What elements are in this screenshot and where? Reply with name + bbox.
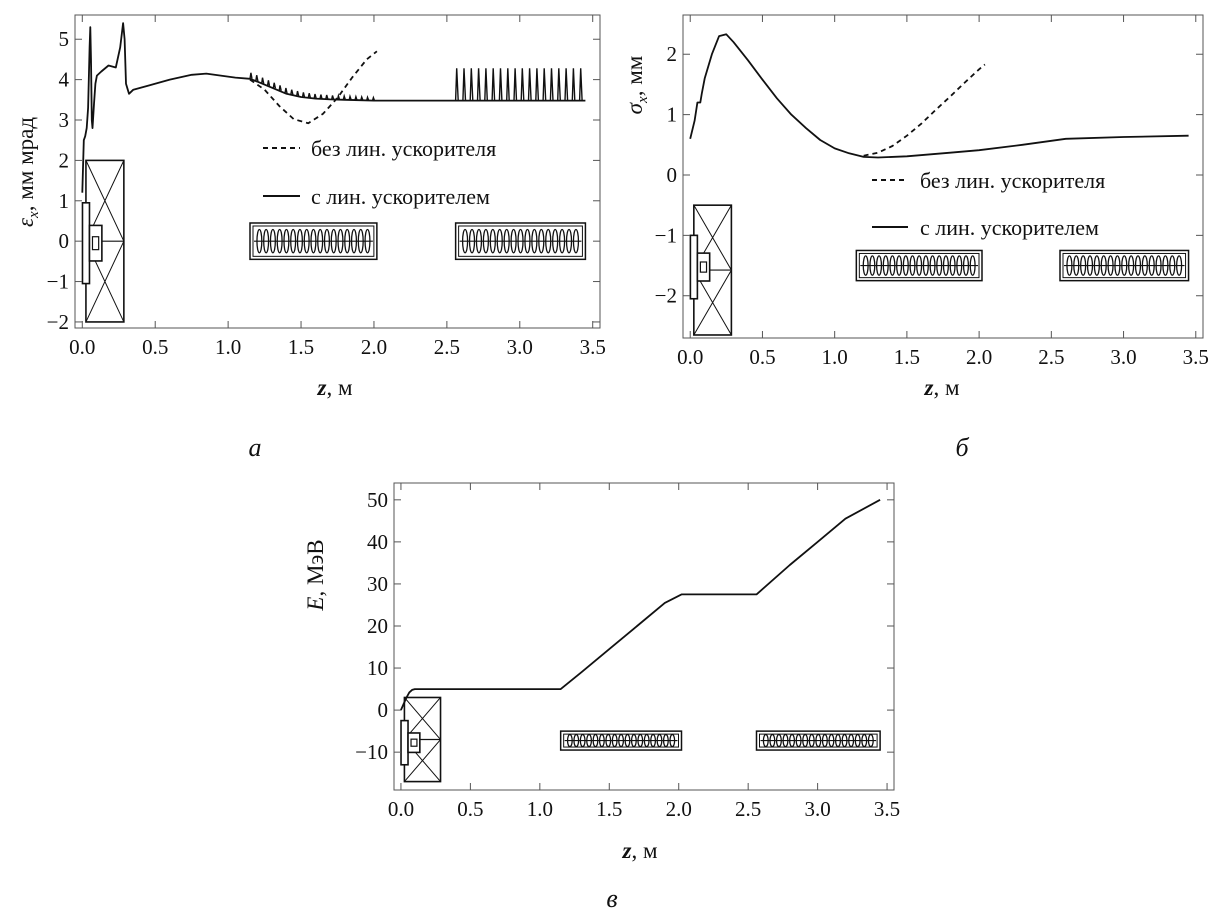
y-tick-label: 2 [667, 42, 678, 66]
linac-inner [252, 225, 375, 257]
x-tick-label: 1.0 [215, 335, 241, 359]
panel-b-beam-size: 0.0 0.5 1.0 1.5 2.0 2.5 3.0 3.5 −2 −1 0 1 2 без лин.… [622, 14, 1209, 462]
y-axis-label: E, МэВ [303, 539, 328, 611]
x-tick-label: 1.5 [894, 345, 920, 369]
y-tick-label: −1 [47, 270, 69, 294]
plot-frame [74, 14, 601, 329]
y-tick-label: 20 [367, 614, 388, 638]
legend-label-dashed: без лин. ускорителя [920, 168, 1105, 193]
legend: без лин. ускорителя с лин. ускорителем [872, 168, 1105, 240]
rf-oscillation-spikes [249, 72, 376, 101]
gun-iris [410, 738, 418, 747]
series-line-solid [400, 499, 881, 711]
x-tick-label: 0.0 [69, 335, 95, 359]
gun-iris [699, 261, 708, 273]
axis-ticks: 0.0 0.5 1.0 1.5 2.0 2.5 3.0 3.5 −2 −1 0 1 2 [655, 15, 1209, 369]
solenoid-cross [85, 160, 125, 323]
x-tick-label: 3.0 [1110, 345, 1136, 369]
x-tick-label: 1.0 [822, 345, 848, 369]
x-tick-label: 1.0 [527, 797, 553, 821]
panel-a-emittance: 0.0 0.5 1.0 1.5 2.0 2.5 3.0 3.5 −2 −1 0 1 2 3 4 5 без л… [13, 14, 606, 462]
y-tick-label: 4 [59, 68, 70, 92]
series-layer [81, 22, 586, 193]
linac-inner [458, 225, 583, 257]
x-tick-label: 1.5 [288, 335, 314, 359]
series-line-dashed [249, 50, 378, 125]
y-tick-label: 0 [59, 229, 70, 253]
panel-c-energy: 0.0 0.5 1.0 1.5 2.0 2.5 3.0 3.5 −10 0 10 20 30 40 50 E… [303, 482, 900, 913]
y-tick-label: 1 [667, 103, 678, 127]
x-tick-label: 3.5 [874, 797, 900, 821]
x-tick-label: 0.5 [142, 335, 168, 359]
series-line-solid [689, 33, 1189, 159]
beamline-elements [81, 159, 587, 323]
x-tick-label: 3.5 [1183, 345, 1209, 369]
linac-inner [858, 252, 980, 279]
legend: без лин. ускорителя с лин. ускорителем [263, 136, 496, 209]
y-tick-label: 30 [367, 572, 388, 596]
rf-oscillation-spikes [454, 68, 583, 101]
series-layer [400, 499, 881, 711]
x-tick-label: 2.5 [1038, 345, 1064, 369]
series-line-dashed [863, 63, 986, 157]
plot-frame [682, 14, 1204, 339]
y-tick-label: 3 [59, 108, 70, 132]
x-tick-label: 2.0 [966, 345, 992, 369]
legend-label-solid: с лин. ускорителем [311, 184, 490, 209]
plot-frame [393, 482, 895, 791]
x-axis-label: z, м [316, 375, 352, 400]
series-layer [689, 33, 1189, 159]
y-tick-label: 1 [59, 189, 70, 213]
x-axis-label: z, м [923, 375, 959, 400]
x-tick-label: 2.0 [361, 335, 387, 359]
y-tick-label: 0 [667, 163, 678, 187]
x-tick-label: 2.5 [735, 797, 761, 821]
x-tick-label: 3.0 [804, 797, 830, 821]
y-tick-label: 50 [367, 488, 388, 512]
x-tick-label: 2.0 [666, 797, 692, 821]
y-tick-label: 40 [367, 530, 388, 554]
panel-letter-c: в [606, 884, 617, 913]
x-tick-label: 3.5 [580, 335, 606, 359]
gun-iris [91, 236, 100, 251]
panel-letter-b: б [955, 433, 969, 462]
x-tick-label: 1.5 [596, 797, 622, 821]
solenoid-cross [404, 697, 441, 782]
y-tick-label: −2 [47, 310, 69, 334]
gun-cathode [400, 719, 409, 766]
axis-ticks: 0.0 0.5 1.0 1.5 2.0 2.5 3.0 3.5 −2 −1 0 1 2 3 4 5 [47, 15, 606, 359]
x-tick-label: 2.5 [434, 335, 460, 359]
x-tick-label: 0.5 [457, 797, 483, 821]
linac-inner [1062, 252, 1187, 279]
x-tick-label: 0.0 [677, 345, 703, 369]
solenoid-cross [693, 204, 732, 336]
y-tick-label: 5 [59, 27, 70, 51]
axis-ticks: 0.0 0.5 1.0 1.5 2.0 2.5 3.0 3.5 −10 0 10 20 30 40 50 [355, 483, 900, 821]
beamline-elements [689, 204, 1190, 336]
x-tick-label: 0.0 [388, 797, 414, 821]
y-tick-label: −2 [655, 284, 677, 308]
x-axis-label: z, м [621, 838, 657, 863]
gun-cathode [81, 202, 91, 285]
y-axis-label: εx, мм мрад [13, 117, 42, 227]
y-tick-label: 10 [367, 656, 388, 680]
gun-cathode [689, 234, 699, 300]
y-tick-label: −10 [355, 740, 388, 764]
series-line-solid [81, 22, 586, 193]
y-tick-label: 0 [378, 698, 389, 722]
y-tick-label: 2 [59, 148, 70, 172]
panel-letter-a: а [249, 433, 262, 462]
x-tick-label: 3.0 [507, 335, 533, 359]
y-axis-label: σx, мм [622, 55, 651, 114]
legend-label-solid: с лин. ускорителем [920, 215, 1099, 240]
beamline-elements [400, 696, 881, 783]
legend-label-dashed: без лин. ускорителя [311, 136, 496, 161]
y-tick-label: −1 [655, 223, 677, 247]
x-tick-label: 0.5 [749, 345, 775, 369]
